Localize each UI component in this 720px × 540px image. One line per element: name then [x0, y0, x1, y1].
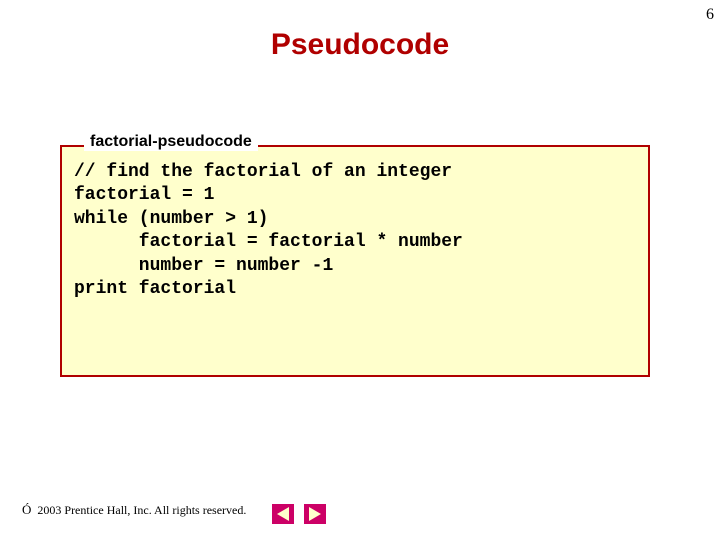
slide-title: Pseudocode	[0, 28, 720, 62]
code-box-legend: factorial-pseudocode	[84, 133, 258, 151]
code-box: factorial-pseudocode // find the factori…	[60, 145, 650, 377]
prev-icon[interactable]	[272, 504, 294, 524]
page-number: 6	[706, 6, 714, 24]
slide: 6 Pseudocode factorial-pseudocode // fin…	[0, 0, 720, 540]
footer: Ó 2003 Prentice Hall, Inc. All rights re…	[22, 502, 246, 518]
next-icon[interactable]	[304, 504, 326, 524]
pseudocode-block: // find the factorial of an integer fact…	[62, 147, 648, 311]
nav-buttons	[272, 504, 326, 524]
footer-text: 2003 Prentice Hall, Inc. All rights rese…	[37, 503, 246, 518]
copyright-icon: Ó	[22, 502, 31, 518]
